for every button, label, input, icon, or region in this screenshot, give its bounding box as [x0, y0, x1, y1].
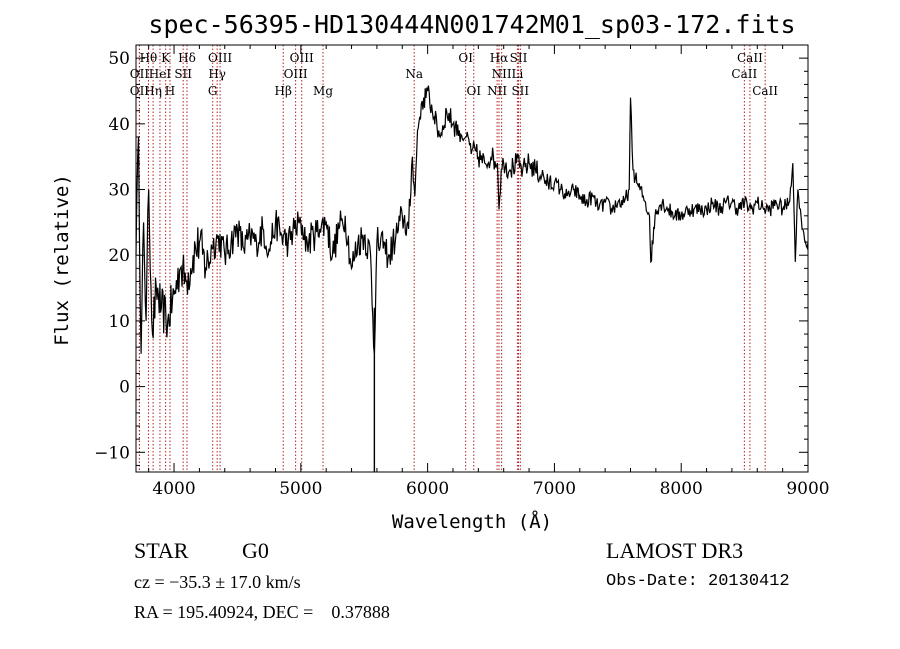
x-tick-label: 8000 [660, 479, 703, 499]
subclass-label: G0 [242, 538, 269, 563]
axes: 4000 5000 6000 7000 8000 9000 −10 0 10 20 30 40 50 [94, 44, 830, 499]
x-tick-label: 5000 [279, 479, 322, 499]
line-label: OI [466, 84, 481, 98]
line-label: CaII [737, 51, 763, 65]
line-label: OI [458, 51, 473, 65]
line-label: Mg [313, 84, 333, 98]
y-tick-label: 0 [119, 378, 130, 398]
line-label: Hα [490, 51, 509, 65]
line-label: Li [511, 67, 523, 81]
line-label: Hγ [208, 67, 226, 81]
y-tick-label: 40 [108, 115, 130, 135]
y-tick-label: 30 [108, 181, 130, 201]
obs-date-label: Obs-Date: 20130412 [606, 572, 790, 591]
plot-frame [135, 44, 809, 473]
x-tick-label: 6000 [406, 479, 449, 499]
chart-title: spec-56395-HD130444N001742M01_sp03-172.f… [148, 10, 795, 39]
x-tick-label: 4000 [152, 479, 195, 499]
line-label: Na [405, 67, 423, 81]
line-label: CaII [731, 67, 757, 81]
x-axis-label: Wavelength (Å) [392, 510, 552, 533]
line-label: HeI [149, 67, 172, 81]
line-label: K [161, 51, 171, 65]
y-tick-label: −10 [94, 443, 130, 463]
line-label: NII [492, 67, 512, 81]
class-label: STAR [134, 538, 189, 563]
spectrum-series [135, 85, 809, 472]
y-axis-label: Flux (relative) [51, 174, 73, 346]
line-label: CaII [752, 84, 778, 98]
line-label: NII [487, 84, 507, 98]
line-label: OIII [208, 51, 232, 65]
x-tick-label: 7000 [533, 479, 576, 499]
spectrum-line [135, 85, 809, 354]
line-label: Hη [144, 84, 162, 98]
line-label: SII [511, 84, 529, 98]
x-tick-label: 9000 [786, 479, 829, 499]
line-label: Hθ [140, 51, 158, 65]
line-label: G [208, 84, 218, 98]
line-label: OIII [284, 67, 308, 81]
line-label: SII [510, 51, 528, 65]
radec-label: RA = 195.40924, DEC = 0.37888 [134, 602, 390, 622]
line-label: H [165, 84, 175, 98]
line-label: OII [130, 84, 150, 98]
line-label: OII [130, 67, 150, 81]
line-label: Hβ [275, 84, 292, 98]
redshift-label: cz = −35.3 ± 17.0 km/s [134, 572, 301, 592]
line-markers [138, 45, 766, 472]
y-tick-label: 10 [108, 312, 130, 332]
y-tick-label: 20 [108, 246, 130, 266]
y-tick-label: 50 [108, 49, 130, 69]
line-label: SII [174, 67, 192, 81]
line-label: OIII [290, 51, 314, 65]
line-label: Hδ [178, 51, 196, 65]
survey-label: LAMOST DR3 [606, 538, 744, 563]
